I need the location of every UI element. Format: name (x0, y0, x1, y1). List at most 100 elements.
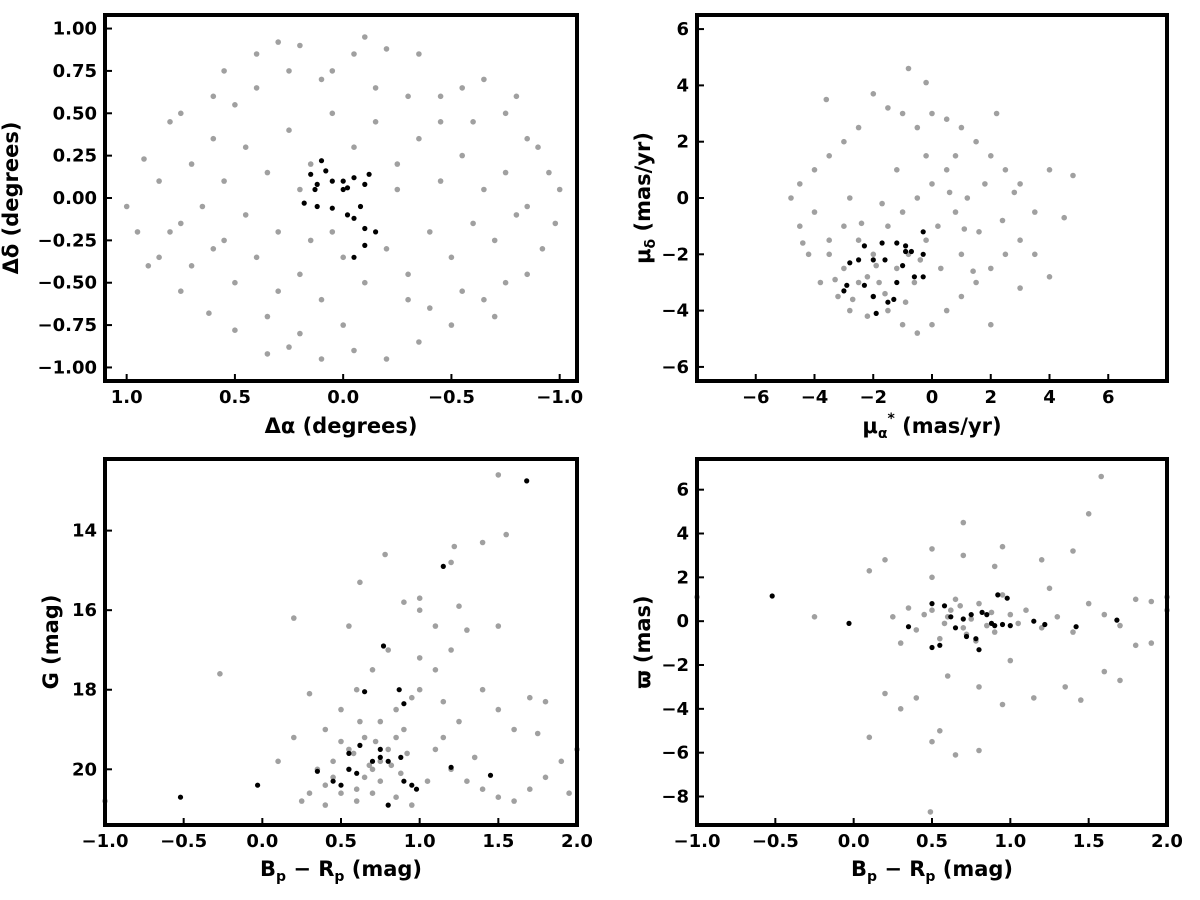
proper-motion-x-tick-label: 6 (1102, 387, 1115, 408)
sky-point-s0-42 (307, 161, 314, 167)
proper-motion-point-s0-39 (894, 265, 900, 272)
parallax-point-s0-46 (1038, 557, 1045, 563)
proper-motion-y-tick-label: −6 (661, 357, 689, 378)
proper-motion-point-s1-19 (903, 243, 909, 249)
parallax-point-s0-47 (1070, 548, 1076, 554)
cmd-point-s0-29 (322, 726, 329, 733)
proper-motion-point-s0-80 (917, 257, 924, 263)
parallax-x-tick-label: 0.5 (916, 831, 948, 852)
cmd-point-s0-58 (346, 623, 352, 629)
parallax-point-s0-9 (984, 622, 990, 629)
cmd-plot-frame (103, 457, 579, 827)
parallax-point-s0-21 (1085, 600, 1092, 607)
parallax-point-s0-23 (1117, 622, 1123, 629)
cmd-point-s0-9 (338, 790, 344, 796)
sky-point-s0-59 (362, 279, 368, 286)
proper-motion-point-s0-26 (885, 105, 891, 111)
parallax-y-tick-label: −4 (661, 699, 689, 720)
parallax-point-s0-32 (1007, 657, 1014, 664)
parallax-point-s0-17 (1023, 607, 1029, 613)
sky-point-s0-9 (362, 34, 368, 40)
parallax-point-s0-62 (1046, 585, 1053, 592)
sky-point-s1-12 (344, 212, 351, 218)
sky-point-s1-8 (366, 171, 372, 177)
sky-point-s0-87 (297, 330, 303, 337)
parallax-point-s1-11 (968, 612, 974, 618)
proper-motion-point-s0-66 (788, 195, 794, 201)
sky-point-s0-31 (232, 327, 238, 334)
sky-point-s0-53 (491, 237, 498, 244)
cmd-point-s0-2 (369, 766, 376, 773)
parallax-point-s0-51 (1117, 677, 1123, 684)
sky-y-tick-label: 0.75 (53, 61, 97, 82)
cmd-point-s1-3 (330, 778, 336, 784)
proper-motion-point-s0-46 (855, 237, 862, 243)
sky-point-s0-82 (535, 144, 541, 150)
proper-motion-point-s1-1 (861, 243, 868, 249)
proper-motion-point-s1-11 (894, 279, 900, 286)
proper-motion-point-s0-68 (1070, 172, 1076, 179)
cmd-point-s0-76 (388, 762, 395, 769)
sky-point-s0-11 (416, 51, 422, 57)
proper-motion-point-s0-17 (1017, 181, 1023, 187)
sky-point-s1-16 (373, 229, 379, 235)
parallax-point-s0-39 (882, 690, 888, 697)
parallax-x-tick-label: 1.5 (1073, 831, 1105, 852)
sky-point-s0-81 (156, 178, 162, 184)
sky-y-tick-label: −0.25 (38, 230, 98, 251)
sky-point-s1-7 (362, 181, 368, 187)
sky-point-s0-30 (264, 351, 271, 357)
proper-motion-point-s0-77 (1032, 251, 1038, 258)
cmd-point-s0-67 (495, 623, 502, 629)
parallax-point-s0-33 (913, 695, 920, 701)
cmd-point-s0-37 (542, 774, 549, 781)
cmd-point-s0-49 (424, 778, 431, 784)
cmd-point-s0-23 (416, 607, 423, 613)
sky-point-s0-90 (524, 203, 530, 210)
sky-point-s0-6 (275, 39, 282, 45)
cmd-point-s0-46 (393, 794, 399, 800)
sky-point-s0-92 (351, 51, 357, 57)
proper-motion-point-s0-27 (870, 91, 877, 97)
sky-point-s0-3 (210, 93, 217, 100)
cmd-point-s1-6 (354, 770, 360, 776)
cmd-point-s0-50 (440, 734, 447, 741)
proper-motion-point-s0-71 (1017, 285, 1023, 291)
proper-motion-point-s1-17 (920, 251, 926, 257)
cmd-point-s0-11 (306, 790, 313, 796)
sky-points (123, 34, 563, 362)
cmd-point-s0-43 (527, 694, 533, 701)
sky-point-s1-18 (351, 254, 357, 260)
cmd-point-s1-5 (346, 766, 352, 772)
sky-point-s0-75 (470, 119, 476, 125)
cmd-point-s0-75 (398, 770, 404, 777)
cmd-point-s0-83 (322, 802, 329, 808)
parallax-point-s0-25 (1148, 640, 1155, 646)
cmd-point-s0-41 (495, 706, 502, 713)
cmd-point-s0-47 (377, 778, 384, 784)
cmd-point-s1-12 (401, 778, 407, 784)
sky-point-s0-97 (513, 93, 520, 100)
parallax-point-s0-44 (960, 519, 967, 526)
cmd-point-s1-22 (401, 701, 407, 707)
sky-point-s0-16 (524, 135, 530, 142)
cmd-x-tick-label: −1.0 (82, 831, 129, 852)
sky-x-tick-label: −1.0 (536, 387, 583, 408)
proper-motion-point-s1-22 (841, 288, 847, 294)
cmd-point-s0-61 (416, 595, 423, 601)
sky-point-s0-62 (297, 271, 303, 278)
cmd-point-s1-21 (396, 687, 402, 693)
cmd-point-s1-23 (380, 643, 387, 649)
parallax-point-s0-30 (976, 684, 982, 690)
sky-point-s0-8 (329, 68, 336, 74)
proper-motion-point-s0-25 (899, 110, 906, 117)
cmd-point-s0-20 (432, 667, 439, 673)
cmd-point-s0-79 (471, 754, 478, 761)
sky-point-s0-77 (427, 305, 433, 311)
parallax-point-s1-20 (995, 592, 1001, 598)
sky-point-s0-41 (286, 127, 292, 133)
parallax-point-s0-3 (976, 600, 982, 607)
parallax-point-s0-8 (968, 616, 974, 622)
parallax-point-s1-9 (960, 616, 966, 622)
sky-y-tick-label: −1.00 (38, 357, 98, 378)
